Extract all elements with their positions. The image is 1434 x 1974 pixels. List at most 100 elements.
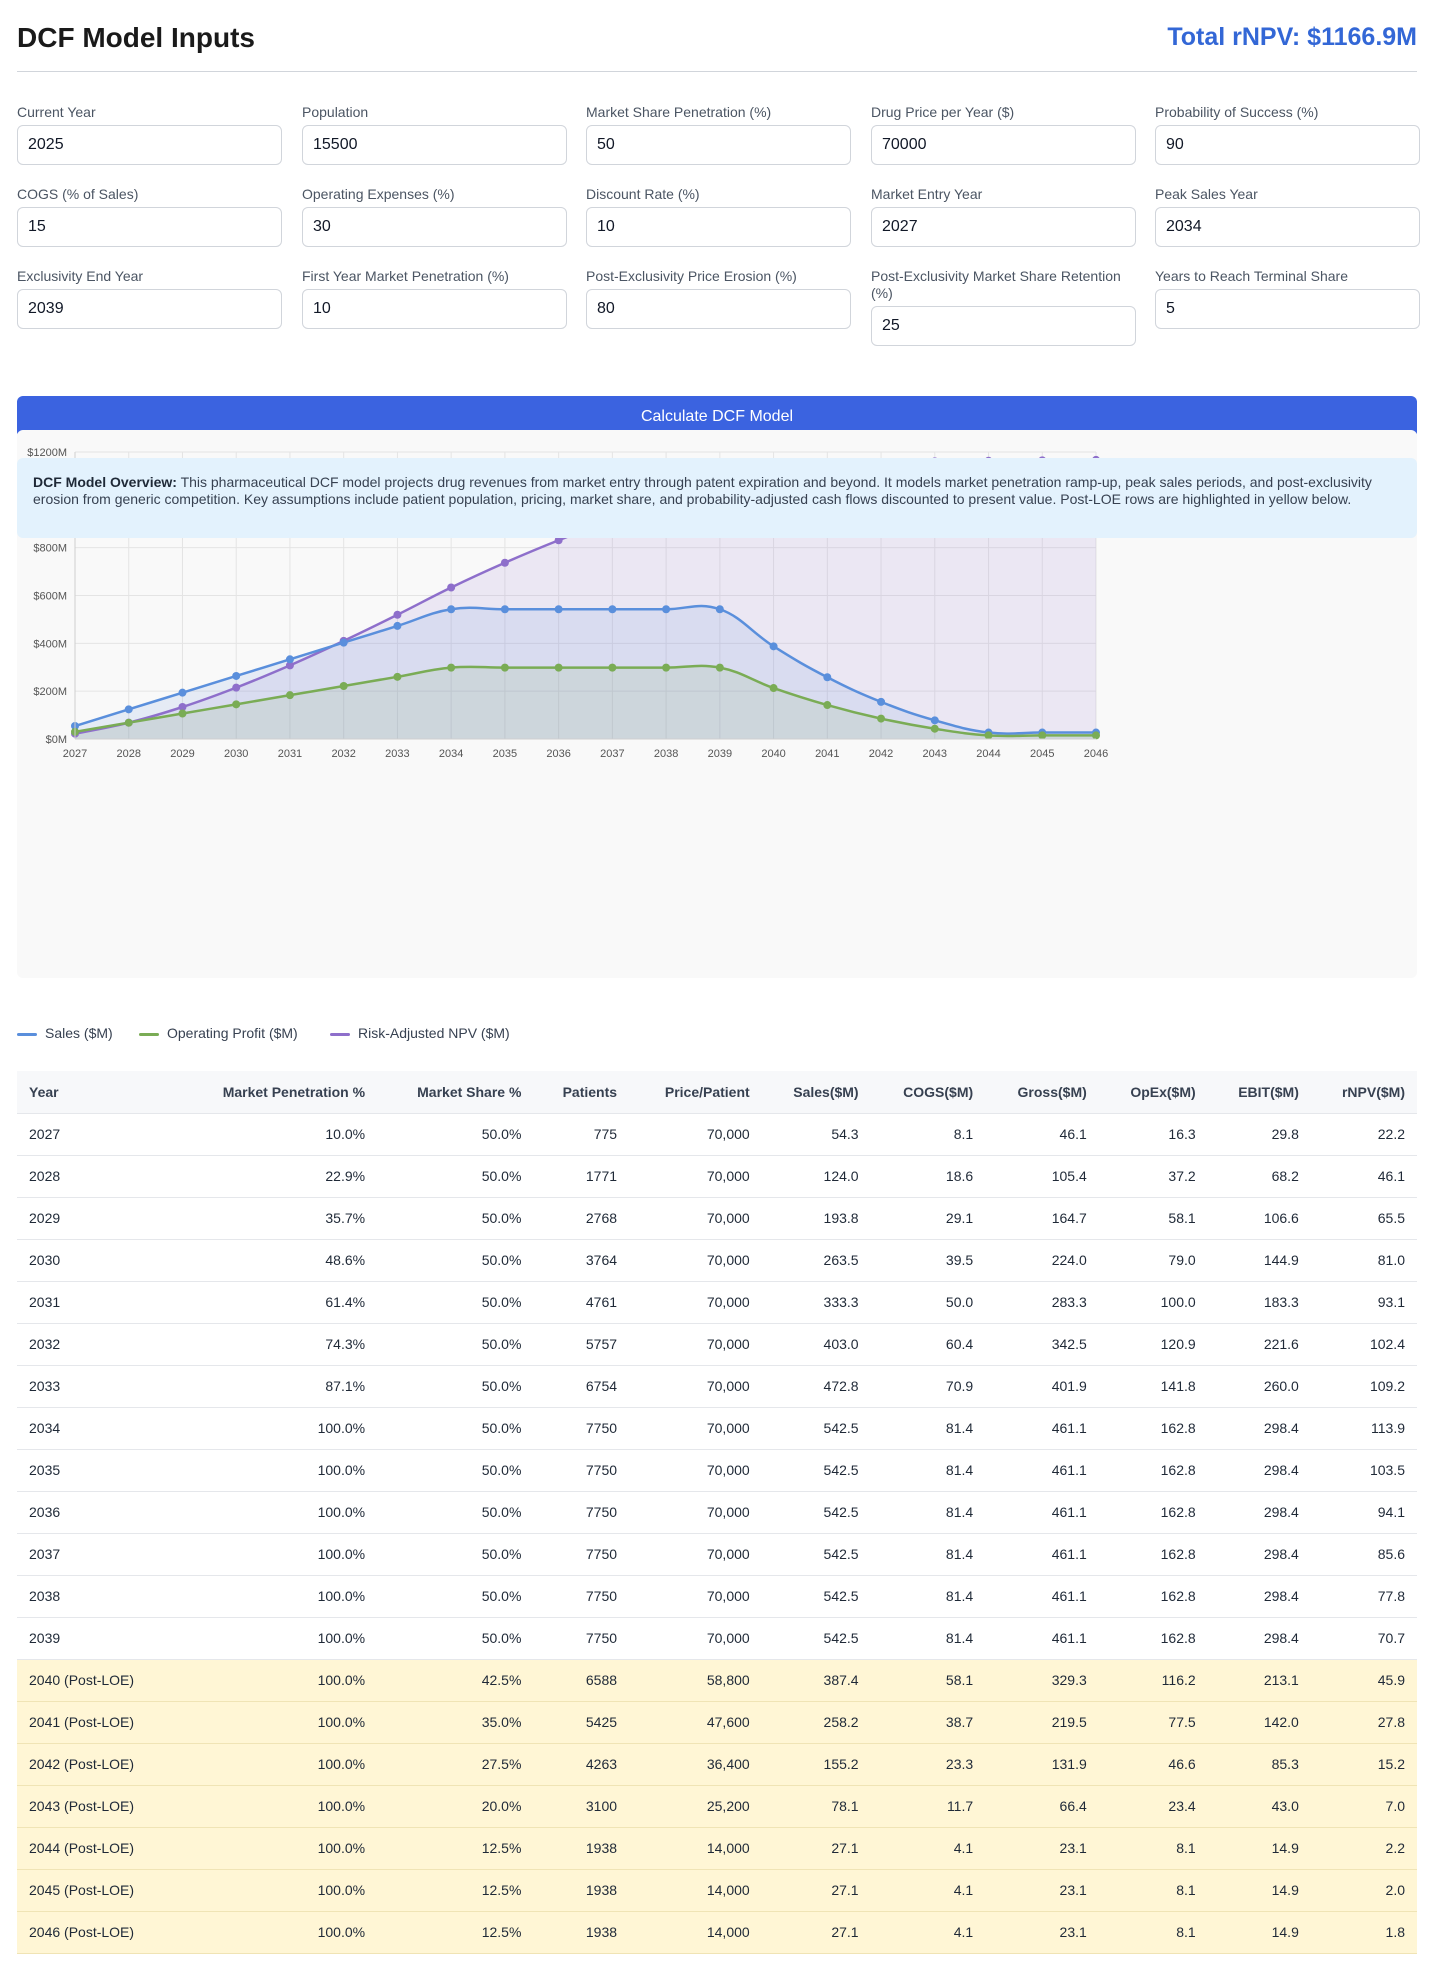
series-operating-profit-point[interactable] [877, 714, 886, 723]
series-rnpv-point[interactable] [393, 610, 402, 619]
table-cell: 342.5 [985, 1323, 1099, 1366]
series-operating-profit-point[interactable] [662, 663, 671, 672]
table-cell: 78.1 [761, 1785, 871, 1828]
series-sales-point[interactable] [608, 605, 617, 614]
table-cell: 1.8 [1310, 1911, 1417, 1954]
series-sales-point[interactable] [877, 697, 886, 706]
series-sales-point[interactable] [285, 655, 294, 664]
table-cell: 100.0% [174, 1407, 378, 1450]
x-tick-label: 2035 [493, 748, 517, 760]
field-label: Market Entry Year [871, 186, 983, 202]
table-cell: 224.0 [985, 1239, 1099, 1282]
table-cell: 50.0% [377, 1449, 534, 1492]
series-operating-profit-point[interactable] [769, 684, 778, 693]
series-operating-profit-point[interactable] [1092, 731, 1100, 740]
table-cell: 298.4 [1207, 1449, 1311, 1492]
table-cell: 100.0% [174, 1701, 378, 1744]
series-operating-profit-point[interactable] [500, 663, 509, 672]
table-cell: 74.3% [174, 1323, 378, 1366]
table-cell: 2030 [17, 1239, 175, 1282]
peak-sales-year-input[interactable] [1155, 207, 1420, 247]
table-cell: 100.0% [174, 1617, 378, 1660]
series-operating-profit-point[interactable] [232, 700, 241, 709]
table-row: 2042 (Post-LOE) 100.0% 27.5% 4263 36,400 155.… [17, 1743, 1417, 1786]
table-cell: 70,000 [629, 1407, 762, 1450]
table-cell: 85.3 [1207, 1743, 1311, 1786]
series-sales-point[interactable] [662, 605, 671, 614]
series-sales-point[interactable] [769, 642, 778, 651]
first-year-penetration-input[interactable] [302, 289, 567, 329]
field-current-year: Current Year [17, 104, 282, 165]
series-sales-point[interactable] [500, 605, 509, 614]
series-sales-point[interactable] [715, 605, 724, 614]
series-sales-point[interactable] [823, 673, 832, 682]
series-operating-profit-point[interactable] [554, 663, 563, 672]
series-operating-profit-point[interactable] [1038, 731, 1047, 740]
series-operating-profit-point[interactable] [285, 691, 294, 700]
series-operating-profit-point[interactable] [339, 682, 348, 691]
series-sales-point[interactable] [339, 638, 348, 647]
series-rnpv-point[interactable] [178, 702, 187, 711]
population-input[interactable] [302, 125, 567, 165]
series-sales-point[interactable] [124, 705, 133, 714]
field-label: Operating Expenses (%) [302, 186, 455, 202]
share-retention-input[interactable] [871, 306, 1136, 346]
series-operating-profit-point[interactable] [124, 718, 133, 727]
table-row: 2027 10.0% 50.0% 775 70,000 54.3 8.1 46.1 16.3 29… [17, 1113, 1417, 1156]
series-operating-profit-point[interactable] [178, 709, 187, 718]
series-operating-profit-point[interactable] [608, 663, 617, 672]
cogs-input[interactable] [17, 207, 282, 247]
y-tick-label: $1200M [27, 447, 67, 459]
table-cell: 46.6 [1098, 1743, 1208, 1786]
series-rnpv-point[interactable] [554, 536, 563, 545]
discount-rate-input[interactable] [586, 207, 851, 247]
series-operating-profit-point[interactable] [715, 663, 724, 672]
table-cell: 2031 [17, 1281, 175, 1324]
series-sales-point[interactable] [232, 671, 241, 680]
field-label: Probability of Success (%) [1155, 104, 1319, 120]
market-share-input[interactable] [586, 125, 851, 165]
table-cell: 219.5 [985, 1701, 1099, 1744]
series-operating-profit-point[interactable] [984, 731, 993, 740]
series-rnpv-point[interactable] [447, 583, 456, 592]
series-sales-point[interactable] [393, 621, 402, 630]
table-cell: 3764 [533, 1239, 630, 1282]
table-cell: 70,000 [629, 1281, 762, 1324]
series-operating-profit-point[interactable] [823, 701, 832, 710]
series-operating-profit-point[interactable] [930, 724, 939, 733]
series-sales-point[interactable] [554, 605, 563, 614]
table-cell: 542.5 [761, 1575, 871, 1618]
table-cell: 46.1 [1310, 1155, 1417, 1198]
price-erosion-input[interactable] [586, 289, 851, 329]
opex-input[interactable] [302, 207, 567, 247]
table-cell: 68.2 [1207, 1155, 1311, 1198]
series-sales-point[interactable] [447, 605, 456, 614]
table-cell: 461.1 [985, 1533, 1099, 1576]
table-cell: 45.9 [1310, 1659, 1417, 1702]
table-cell: 50.0% [377, 1533, 534, 1576]
table-body: 2027 10.0% 50.0% 775 70,000 54.3 8.1 46.1 16.3 29… [17, 1113, 1417, 1954]
series-sales-point[interactable] [930, 716, 939, 725]
drug-price-input[interactable] [871, 125, 1136, 165]
series-operating-profit-point[interactable] [447, 663, 456, 672]
series-rnpv-point[interactable] [232, 683, 241, 692]
table-cell: 8.1 [1098, 1911, 1208, 1954]
series-rnpv-point[interactable] [500, 558, 509, 567]
table-cell: 298.4 [1207, 1491, 1311, 1534]
table-cell: 472.8 [761, 1365, 871, 1408]
table-cell: 1938 [533, 1827, 630, 1870]
x-tick-label: 2039 [708, 748, 732, 760]
series-sales-point[interactable] [178, 688, 187, 697]
series-rnpv-point[interactable] [285, 661, 294, 670]
table-cell: 2036 [17, 1491, 175, 1534]
market-entry-year-input[interactable] [871, 207, 1136, 247]
probability-input[interactable] [1155, 125, 1420, 165]
series-operating-profit-point[interactable] [393, 672, 402, 681]
x-tick-label: 2041 [815, 748, 839, 760]
current-year-input[interactable] [17, 125, 282, 165]
field-label: Discount Rate (%) [586, 186, 700, 202]
years-terminal-share-input[interactable] [1155, 289, 1420, 329]
series-operating-profit-area [75, 665, 1096, 739]
exclusivity-end-year-input[interactable] [17, 289, 282, 329]
table-cell: 2043 (Post-LOE) [17, 1785, 175, 1828]
